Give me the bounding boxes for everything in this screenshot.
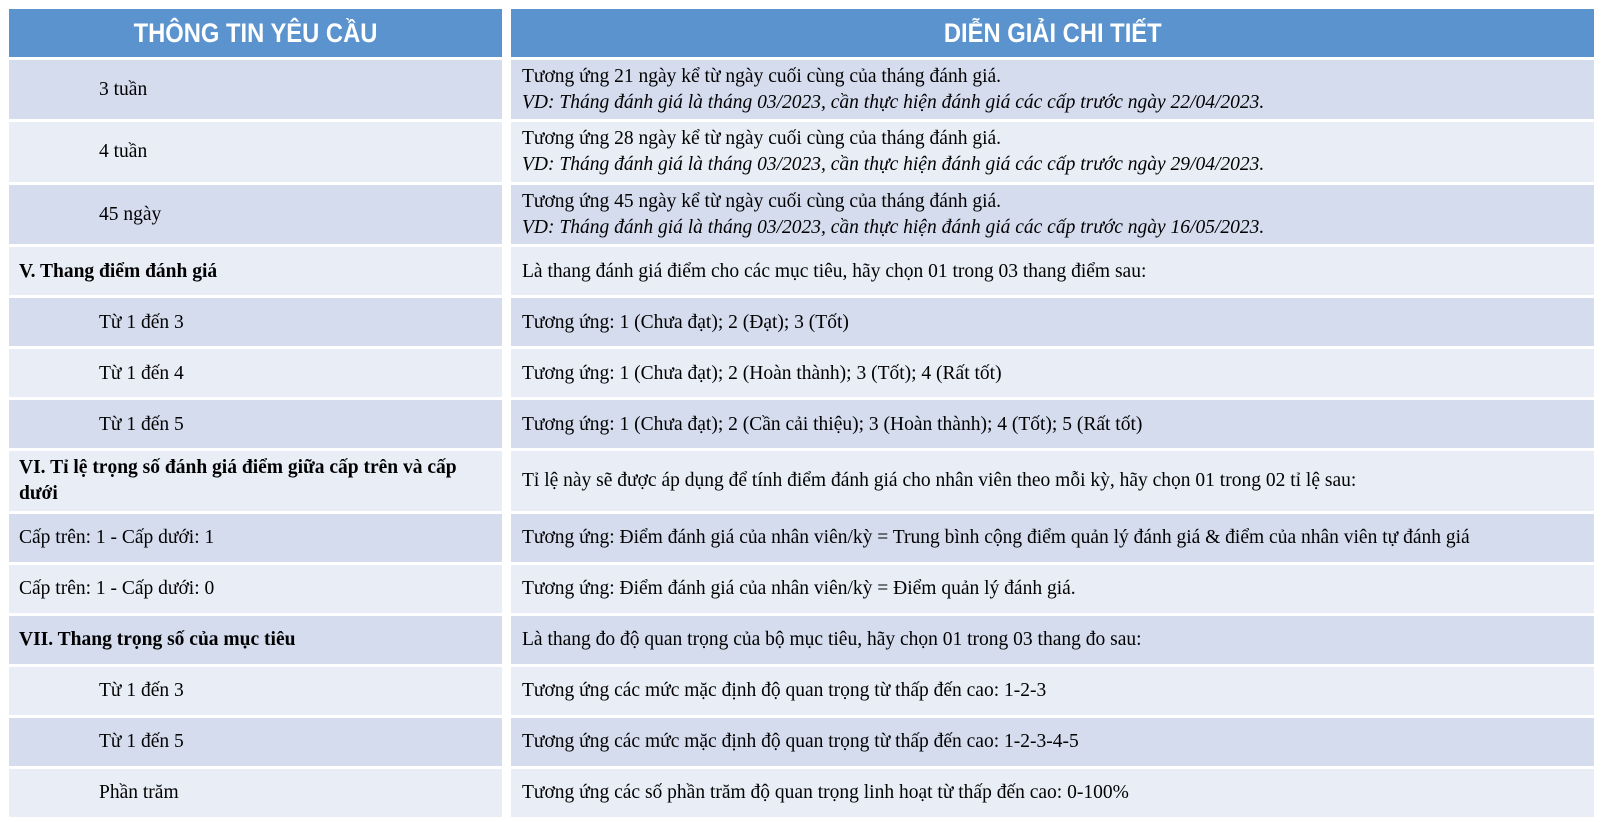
row-label: V. Thang điểm đánh giá: [19, 260, 218, 282]
row-description: Tương ứng: 1 (Chưa đạt); 2 (Hoàn thành);…: [522, 362, 1002, 384]
row-detail-cell: Tương ứng: 1 (Chưa đạt); 2 (Cần cải thiệ…: [511, 400, 1594, 449]
row-label-cell: VII. Thang trọng số của mục tiêu: [9, 615, 502, 664]
row-label-cell: Từ 1 đến 4: [9, 349, 502, 398]
row-label-cell: 45 ngày: [9, 184, 502, 245]
row-label: 4 tuần: [99, 141, 148, 163]
row-detail-cell: Tương ứng các mức mặc định độ quan trọng…: [511, 666, 1594, 715]
row-label-cell: 3 tuần: [9, 60, 502, 120]
requirements-table: THÔNG TIN YÊU CẦU DIỄN GIẢI CHI TIẾT 3 t…: [0, 6, 1603, 820]
table-row: Cấp trên: 1 - Cấp dưới: 0 Tương ứng: Điểm…: [9, 564, 1594, 613]
table-row: VII. Thang trọng số của mục tiêu Là thang…: [9, 615, 1594, 664]
row-description: Tương ứng: 1 (Chưa đạt); 2 (Cần cải thiệ…: [522, 413, 1143, 435]
row-label-cell: Cấp trên: 1 - Cấp dưới: 0: [9, 564, 502, 613]
row-detail-cell: Tương ứng: 1 (Chưa đạt); 2 (Đạt); 3 (Tốt…: [511, 298, 1594, 347]
row-label-cell: VI. Tỉ lệ trọng số đánh giá điểm giữa cấ…: [9, 451, 502, 511]
table-row: Cấp trên: 1 - Cấp dưới: 1 Tương ứng: Điểm…: [9, 513, 1594, 562]
row-description: Là thang đánh giá điểm cho các mục tiêu,…: [522, 260, 1147, 282]
table-row: Từ 1 đến 3 Tương ứng các mức mặc định độ …: [9, 666, 1594, 715]
requirements-table-body: 3 tuần Tương ứng 21 ngày kể từ ngày cuối …: [9, 60, 1594, 817]
row-description: Tương ứng 28 ngày kể từ ngày cuối cùng c…: [522, 128, 1002, 150]
header-col-detail-label: DIỄN GIẢI CHI TIẾT: [943, 17, 1162, 48]
row-label: 3 tuần: [99, 78, 148, 100]
row-detail-cell: Tương ứng: Điểm đánh giá của nhân viên/k…: [511, 564, 1594, 613]
row-detail-cell: Tương ứng: 1 (Chưa đạt); 2 (Hoàn thành);…: [511, 349, 1594, 398]
row-label-cell: Phần trăm: [9, 768, 502, 817]
row-detail-cell: Tương ứng các mức mặc định độ quan trọng…: [511, 717, 1594, 766]
row-label: Từ 1 đến 3: [99, 680, 184, 701]
row-label: 45 ngày: [99, 203, 162, 225]
row-example: VD: Tháng đánh giá là tháng 03/2023, cần…: [522, 154, 1265, 176]
table-row: V. Thang điểm đánh giá Là thang đánh giá …: [9, 247, 1594, 296]
table-row: Từ 1 đến 3 Tương ứng: 1 (Chưa đạt); 2 (Đạ…: [9, 298, 1594, 347]
row-example: VD: Tháng đánh giá là tháng 03/2023, cần…: [522, 91, 1265, 113]
table-row: Từ 1 đến 5 Tương ứng: 1 (Chưa đạt); 2 (Cầ…: [9, 400, 1594, 449]
row-label-cell: Từ 1 đến 3: [9, 666, 502, 715]
row-detail-cell: Tương ứng các số phần trăm độ quan trọng…: [511, 768, 1594, 817]
row-label-cell: Từ 1 đến 3: [9, 298, 502, 347]
row-label: Từ 1 đến 5: [99, 413, 184, 435]
row-description: Tương ứng: Điểm đánh giá của nhân viên/k…: [522, 578, 1076, 599]
row-detail-cell: Tỉ lệ này sẽ được áp dụng để tính điểm đ…: [511, 451, 1594, 511]
row-description: Tương ứng các mức mặc định độ quan trọng…: [522, 731, 1079, 752]
row-label-cell: V. Thang điểm đánh giá: [9, 247, 502, 296]
row-description: Tương ứng: Điểm đánh giá của nhân viên/k…: [522, 527, 1470, 548]
row-label: Từ 1 đến 5: [99, 731, 184, 752]
row-detail-cell: Tương ứng 21 ngày kể từ ngày cuối cùng c…: [511, 60, 1594, 120]
header-col-request-label: THÔNG TIN YÊU CẦU: [133, 17, 378, 48]
row-detail-cell: Là thang đo độ quan trọng của bộ mục tiê…: [511, 615, 1594, 664]
row-label: Từ 1 đến 4: [99, 362, 184, 384]
table-row: Phần trăm Tương ứng các số phần trăm độ q…: [9, 768, 1594, 817]
row-description: Tương ứng các mức mặc định độ quan trọng…: [522, 680, 1047, 701]
row-label-cell: Từ 1 đến 5: [9, 400, 502, 449]
table-row: Từ 1 đến 4 Tương ứng: 1 (Chưa đạt); 2 (Ho…: [9, 349, 1594, 398]
row-description: Tương ứng 21 ngày kể từ ngày cuối cùng c…: [522, 66, 1002, 87]
header-col-request: THÔNG TIN YÊU CẦU: [9, 9, 502, 57]
row-label: Cấp trên: 1 - Cấp dưới: 0: [19, 578, 215, 599]
row-label-cell: 4 tuần: [9, 122, 502, 182]
table-row: 4 tuần Tương ứng 28 ngày kể từ ngày cuối …: [9, 122, 1594, 182]
table-row: 3 tuần Tương ứng 21 ngày kể từ ngày cuối …: [9, 60, 1594, 120]
row-label-cell: Cấp trên: 1 - Cấp dưới: 1: [9, 513, 502, 562]
row-label: Cấp trên: 1 - Cấp dưới: 1: [19, 527, 215, 548]
row-detail-cell: Là thang đánh giá điểm cho các mục tiêu,…: [511, 247, 1594, 296]
row-example: VD: Tháng đánh giá là tháng 03/2023, cần…: [522, 216, 1265, 238]
row-label: VI. Tỉ lệ trọng số đánh giá điểm giữa cấ…: [19, 457, 457, 505]
row-description: Tỉ lệ này sẽ được áp dụng để tính điểm đ…: [522, 470, 1357, 492]
table-row: 45 ngày Tương ứng 45 ngày kể từ ngày cuối…: [9, 184, 1594, 245]
row-description: Tương ứng các số phần trăm độ quan trọng…: [522, 782, 1129, 803]
row-detail-cell: Tương ứng 28 ngày kể từ ngày cuối cùng c…: [511, 122, 1594, 182]
header-row: THÔNG TIN YÊU CẦU DIỄN GIẢI CHI TIẾT: [9, 9, 1594, 57]
row-label: Từ 1 đến 3: [99, 311, 184, 333]
row-label-cell: Từ 1 đến 5: [9, 717, 502, 766]
table-header: THÔNG TIN YÊU CẦU DIỄN GIẢI CHI TIẾT: [9, 9, 1594, 57]
row-description: Là thang đo độ quan trọng của bộ mục tiê…: [522, 629, 1142, 650]
row-label: VII. Thang trọng số của mục tiêu: [19, 629, 296, 650]
header-col-detail: DIỄN GIẢI CHI TIẾT: [511, 9, 1594, 57]
row-label: Phần trăm: [99, 782, 179, 803]
table-row: Từ 1 đến 5 Tương ứng các mức mặc định độ …: [9, 717, 1594, 766]
row-detail-cell: Tương ứng 45 ngày kể từ ngày cuối cùng c…: [511, 184, 1594, 245]
row-description: Tương ứng 45 ngày kể từ ngày cuối cùng c…: [522, 190, 1002, 212]
row-detail-cell: Tương ứng: Điểm đánh giá của nhân viên/k…: [511, 513, 1594, 562]
row-description: Tương ứng: 1 (Chưa đạt); 2 (Đạt); 3 (Tốt…: [522, 311, 849, 333]
table-row: VI. Tỉ lệ trọng số đánh giá điểm giữa cấ…: [9, 451, 1594, 511]
